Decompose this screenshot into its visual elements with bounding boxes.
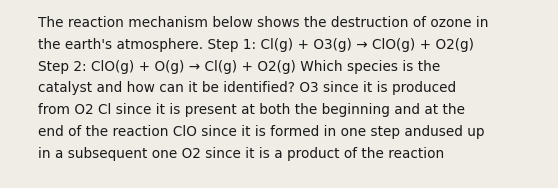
Text: Step 2: ClO(g) + O(g) → Cl(g) + O2(g) Which species is the: Step 2: ClO(g) + O(g) → Cl(g) + O2(g) Wh… xyxy=(38,60,440,74)
Text: end of the reaction ClO since it is formed in one step andused up: end of the reaction ClO since it is form… xyxy=(38,125,484,139)
Text: The reaction mechanism below shows the destruction of ozone in: The reaction mechanism below shows the d… xyxy=(38,16,488,30)
Text: from O2 Cl since it is present at both the beginning and at the: from O2 Cl since it is present at both t… xyxy=(38,103,465,117)
Text: in a subsequent one O2 since it is a product of the reaction: in a subsequent one O2 since it is a pro… xyxy=(38,147,444,161)
Text: catalyst and how can it be identified? O3 since it is produced: catalyst and how can it be identified? O… xyxy=(38,81,456,95)
Text: the earth's atmosphere. Step 1: Cl(g) + O3(g) → ClO(g) + O2(g): the earth's atmosphere. Step 1: Cl(g) + … xyxy=(38,38,474,52)
